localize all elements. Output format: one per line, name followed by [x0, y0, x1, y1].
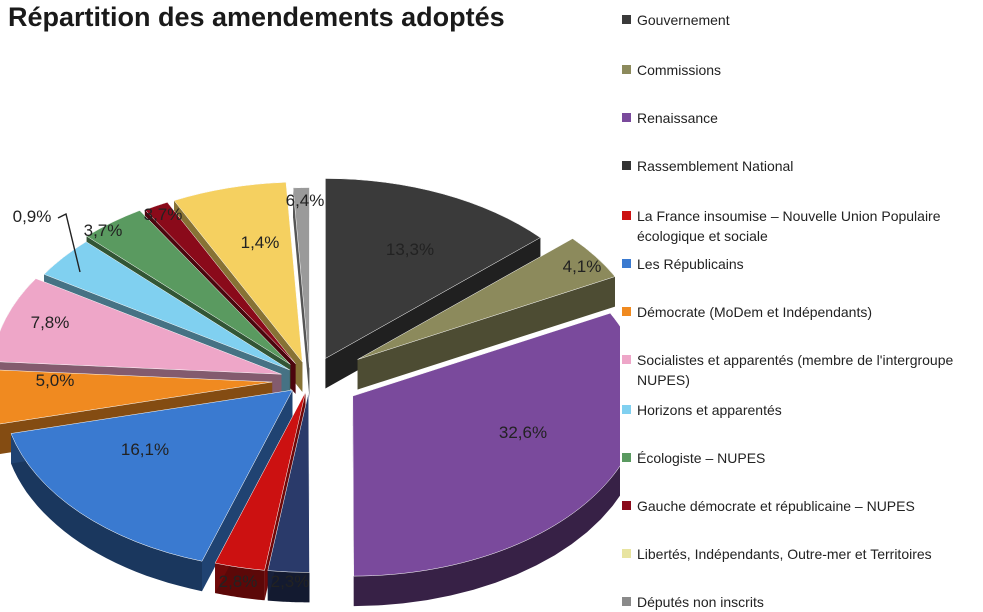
- legend-label: Députés non inscrits: [637, 594, 764, 610]
- pie-slice-12: [292, 187, 310, 368]
- data-label-1: 4,1%: [563, 257, 602, 276]
- chart-title: Répartition des amendements adoptés: [8, 2, 505, 32]
- legend-swatch: [622, 453, 631, 462]
- pie-slice-5: [10, 389, 293, 562]
- slice-side-2: [353, 313, 620, 607]
- legend-swatch: [622, 161, 631, 170]
- legend-label: Rassemblement National: [637, 158, 794, 174]
- data-label-11: 6,4%: [286, 191, 325, 210]
- data-label-5: 16,1%: [121, 440, 169, 459]
- legend-swatch: [622, 307, 631, 316]
- data-label-2: 32,6%: [499, 423, 547, 442]
- pie-slice-4: [214, 391, 306, 571]
- pie-tops: [0, 178, 620, 577]
- legend-swatch: [622, 15, 631, 24]
- pie-slice-1: [357, 238, 616, 360]
- legend-swatch: [622, 259, 631, 268]
- legend-swatch: [622, 501, 631, 510]
- slice-edge-1-1: [357, 276, 615, 390]
- legend-swatch: [622, 113, 631, 122]
- slice-side-3: [267, 570, 310, 603]
- leader-line: [57, 212, 81, 273]
- data-label-7: 7,8%: [31, 313, 70, 332]
- pie-slice-10: [144, 202, 296, 364]
- pie-slice-7: [0, 278, 282, 375]
- legend-label: Gouvernement: [637, 12, 730, 28]
- data-label-9: 3,7%: [144, 205, 183, 224]
- data-label-10: 1,4%: [241, 233, 280, 252]
- pie-chart: 13,3% 4,1% 32,6% 2,3% 2,8% 16,1% 5,0% 7,8% 3,7% 3…: [0, 178, 620, 607]
- legend-swatch: [622, 211, 631, 220]
- pie-slice-6: [0, 369, 273, 425]
- pie-slice-0: [325, 178, 541, 359]
- legend-swatch: [622, 355, 631, 364]
- legend-label: Démocrate (MoDem et Indépendants): [637, 304, 872, 320]
- pie-slice-8: [43, 241, 290, 371]
- pie-slice-9: [86, 210, 291, 365]
- pie-labels: 13,3% 4,1% 32,6% 2,3% 2,8% 16,1% 5,0% 7,8% 3,7% 3…: [13, 191, 602, 591]
- legend-label: Gauche démocrate et républicaine – NUPES: [637, 498, 915, 514]
- data-label-4: 2,8%: [219, 572, 258, 591]
- pie-slice-2: [352, 312, 620, 577]
- data-label-8: 3,7%: [84, 221, 123, 240]
- legend-label: Les Républicains: [637, 256, 744, 272]
- legend-swatch: [622, 405, 631, 414]
- slice-side-4: [215, 563, 265, 601]
- pie-slice-11: [173, 182, 303, 363]
- legend-swatch: [622, 549, 631, 558]
- legend-label: La France insoumise – Nouvelle Union Pop…: [637, 208, 941, 244]
- slice-edge-12-0: [293, 187, 310, 398]
- data-label-6: 5,0%: [36, 371, 75, 390]
- data-label-3: 2,3%: [271, 572, 310, 591]
- legend-label: Écologiste – NUPES: [637, 450, 766, 466]
- legend-label: Socialistes et apparentés (membre de l'i…: [637, 352, 954, 388]
- pie-slice-3: [267, 392, 310, 573]
- legend-label: Commissions: [637, 62, 722, 78]
- data-label-0: 13,3%: [386, 240, 434, 259]
- data-label-12: 0,9%: [13, 207, 52, 226]
- legend-label: Renaissance: [637, 110, 718, 126]
- slice-edge-5-0: [202, 390, 293, 592]
- legend-label: Horizons et apparentés: [637, 402, 782, 418]
- legend-swatch: [622, 597, 631, 606]
- legend-swatch: [622, 65, 631, 74]
- slice-side-5: [11, 433, 202, 592]
- legend-label: Libertés, Indépendants, Outre-mer et Ter…: [637, 546, 932, 562]
